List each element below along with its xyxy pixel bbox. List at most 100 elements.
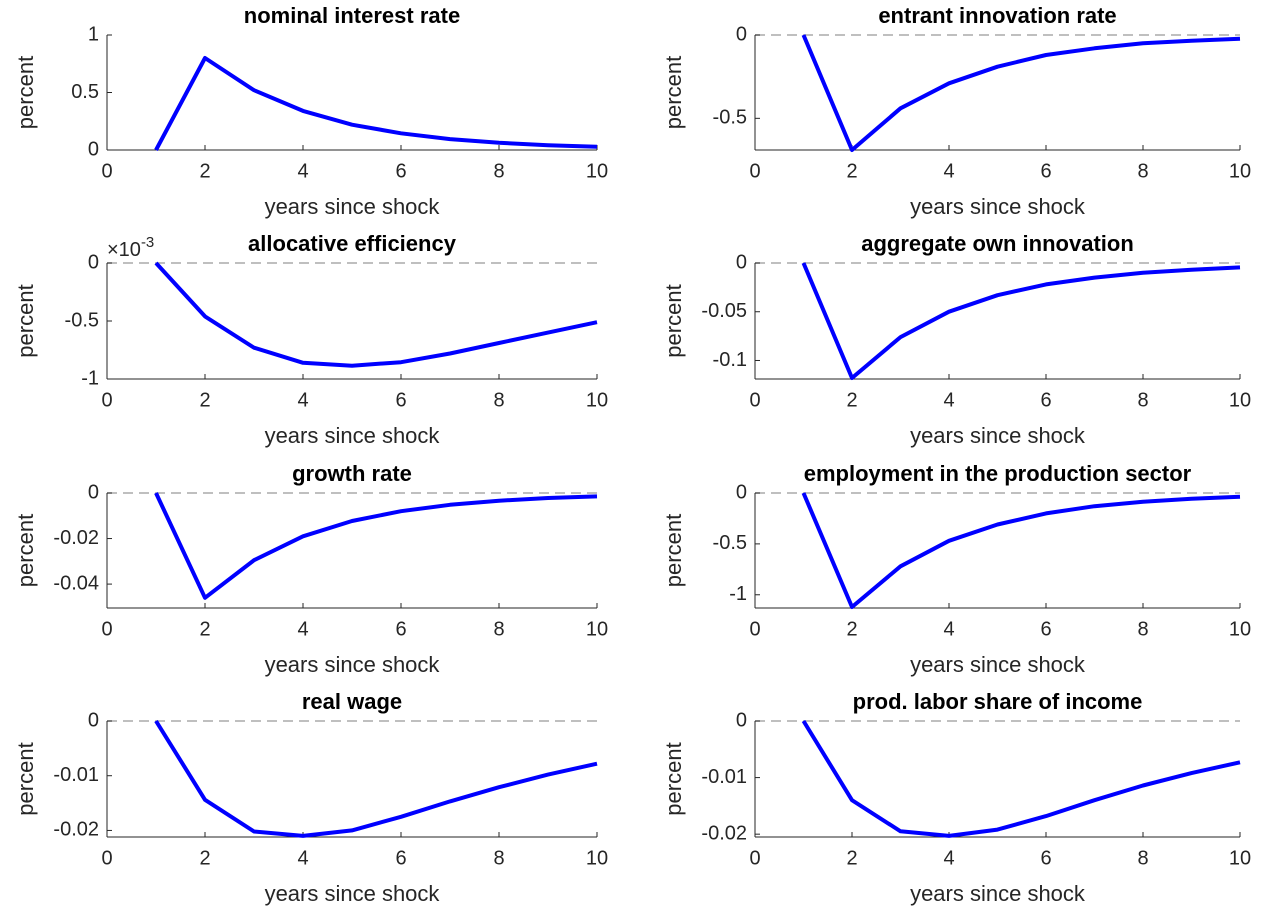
x-tick-label: 8 xyxy=(493,160,504,182)
y-axis-label: percent xyxy=(661,284,686,357)
y-axis-label: percent xyxy=(13,56,38,129)
subplot: employment in the production sector 0 2 4 6 8… xyxy=(661,461,1251,677)
x-tick-label: 6 xyxy=(395,618,406,640)
x-tick-label: 2 xyxy=(846,160,857,182)
x-axis-label: years since shock xyxy=(910,423,1086,448)
data-line xyxy=(154,56,598,151)
x-tick-label: 8 xyxy=(493,847,504,869)
x-tick-label: 6 xyxy=(1040,847,1051,869)
x-axis-label: years since shock xyxy=(910,194,1086,219)
y-tick-label: 0 xyxy=(736,481,747,503)
y-tick-label: -0.02 xyxy=(701,822,747,844)
x-axis-label: years since shock xyxy=(265,652,441,677)
x-tick-label: 10 xyxy=(586,389,608,411)
x-tick-label: 0 xyxy=(749,389,760,411)
data-line xyxy=(154,492,598,600)
y-tick-label: 0 xyxy=(736,709,747,731)
y-tick-label: 0 xyxy=(88,481,99,503)
y-tick-label: -1 xyxy=(729,583,747,605)
y-tick-label: -0.04 xyxy=(53,572,99,594)
x-tick-label: 2 xyxy=(846,389,857,411)
y-tick-label: 0 xyxy=(88,251,99,273)
x-tick-label: 10 xyxy=(1229,847,1251,869)
y-tick-label: -0.02 xyxy=(53,527,99,549)
x-tick-label: 4 xyxy=(297,160,308,182)
x-tick-label: 2 xyxy=(199,847,210,869)
x-tick-label: 10 xyxy=(1229,389,1251,411)
subplot-title: real wage xyxy=(302,689,402,714)
y-tick-label: -0.5 xyxy=(713,532,747,554)
x-tick-label: 0 xyxy=(101,160,112,182)
y-tick-label: 1 xyxy=(88,23,99,45)
y-tick-label: -0.5 xyxy=(65,309,99,331)
x-tick-label: 6 xyxy=(1040,618,1051,640)
x-tick-label: 10 xyxy=(1229,160,1251,182)
x-tick-label: 6 xyxy=(395,847,406,869)
x-tick-label: 2 xyxy=(199,160,210,182)
x-tick-label: 4 xyxy=(297,389,308,411)
y-multiplier-base: ×10 xyxy=(107,239,141,261)
data-line xyxy=(154,261,598,368)
x-tick-label: 10 xyxy=(586,847,608,869)
x-tick-label: 0 xyxy=(101,389,112,411)
y-tick-label: -0.1 xyxy=(713,349,747,371)
subplot: allocative efficiency 0 2 4 6 8 10 -1 -0.5 0 years… xyxy=(13,231,608,448)
x-tick-label: 4 xyxy=(943,389,954,411)
y-tick-label: 0 xyxy=(88,138,99,160)
y-tick-label: -0.02 xyxy=(53,819,99,841)
x-tick-label: 2 xyxy=(199,389,210,411)
x-tick-label: 0 xyxy=(101,847,112,869)
x-tick-label: 4 xyxy=(297,618,308,640)
x-tick-label: 2 xyxy=(846,618,857,640)
x-tick-label: 0 xyxy=(101,618,112,640)
x-tick-label: 6 xyxy=(395,160,406,182)
x-tick-label: 2 xyxy=(846,847,857,869)
x-tick-label: 6 xyxy=(395,389,406,411)
subplot-title: allocative efficiency xyxy=(248,231,457,256)
x-tick-label: 8 xyxy=(493,389,504,411)
x-tick-label: 8 xyxy=(1137,847,1148,869)
subplot: aggregate own innovation 0 2 4 6 8 10 -0.1 -0.05… xyxy=(661,231,1251,448)
x-tick-label: 8 xyxy=(493,618,504,640)
subplot-title: aggregate own innovation xyxy=(861,231,1134,256)
y-tick-label: 0.5 xyxy=(71,81,99,103)
subplot-title: employment in the production sector xyxy=(804,461,1192,486)
x-tick-label: 10 xyxy=(586,160,608,182)
y-tick-label: -0.01 xyxy=(53,764,99,786)
subplot: prod. labor share of income 0 2 4 6 8 10 -0.02 -… xyxy=(661,689,1251,906)
y-axis-label: percent xyxy=(13,284,38,357)
subplot-title: growth rate xyxy=(292,461,412,486)
subplot: real wage 0 2 4 6 8 10 -0.02 -0.01 0 years since s… xyxy=(13,689,608,906)
x-tick-label: 8 xyxy=(1137,389,1148,411)
x-tick-label: 0 xyxy=(749,847,760,869)
subplot-title: nominal interest rate xyxy=(244,3,460,28)
subplot: entrant innovation rate 0 2 4 6 8 10 -0.5 0 years… xyxy=(661,3,1251,219)
subplot-title: entrant innovation rate xyxy=(878,3,1116,28)
y-tick-label: -0.05 xyxy=(701,300,747,322)
x-tick-label: 2 xyxy=(199,618,210,640)
y-axis-label: percent xyxy=(661,742,686,815)
y-tick-label: 0 xyxy=(736,251,747,273)
data-line xyxy=(801,34,1241,152)
x-axis-label: years since shock xyxy=(910,881,1086,906)
y-axis-label: percent xyxy=(13,514,38,587)
x-tick-label: 4 xyxy=(943,160,954,182)
y-tick-label: -0.5 xyxy=(713,107,747,129)
x-tick-label: 8 xyxy=(1137,618,1148,640)
y-axis-label: percent xyxy=(661,514,686,587)
y-tick-label: -1 xyxy=(81,367,99,389)
y-axis-label: percent xyxy=(661,56,686,129)
x-tick-label: 10 xyxy=(586,618,608,640)
x-axis-label: years since shock xyxy=(265,423,441,448)
x-tick-label: 6 xyxy=(1040,160,1051,182)
y-tick-label: -0.01 xyxy=(701,766,747,788)
x-tick-label: 0 xyxy=(749,160,760,182)
x-tick-label: 8 xyxy=(1137,160,1148,182)
subplot: nominal interest rate 0 2 4 6 8 10 0 0.5 1 years s… xyxy=(13,3,608,219)
data-line xyxy=(801,719,1241,838)
x-tick-label: 4 xyxy=(943,618,954,640)
y-axis-label: percent xyxy=(13,742,38,815)
x-axis-label: years since shock xyxy=(265,881,441,906)
x-axis-label: years since shock xyxy=(265,194,441,219)
